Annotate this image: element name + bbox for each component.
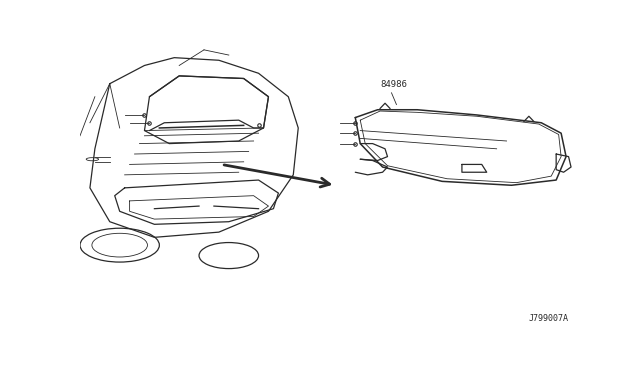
Text: 84986: 84986 [380,80,407,89]
Text: J799007A: J799007A [529,314,568,323]
